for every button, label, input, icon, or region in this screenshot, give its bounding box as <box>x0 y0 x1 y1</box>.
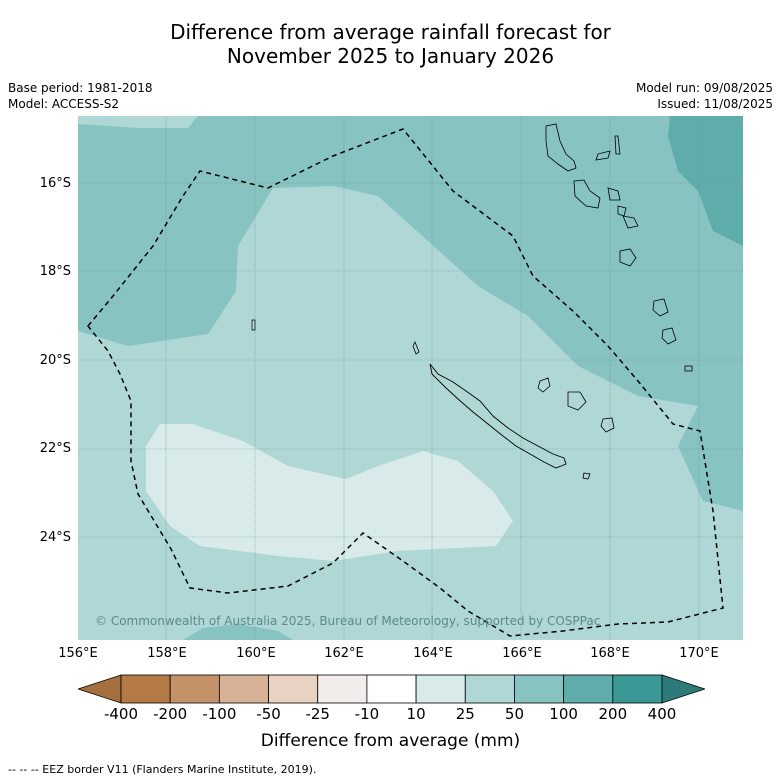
lon-label-158e: 158°E <box>147 646 187 661</box>
colorbar-tick-label: 50 <box>504 705 524 723</box>
colorbar-box <box>563 674 614 704</box>
lon-label-170e: 170°E <box>679 646 719 661</box>
colorbar-tick-label: 100 <box>549 705 578 723</box>
colorbar-box <box>366 674 417 704</box>
lon-label-156e: 156°E <box>58 646 98 661</box>
matthew-island <box>684 365 693 372</box>
colorbar-tick-label: -200 <box>153 705 188 723</box>
maewo-island <box>614 135 621 155</box>
colorbar-extend-high <box>661 674 707 704</box>
graticule <box>78 116 743 640</box>
model-run: Model run: 09/08/2025 <box>635 81 773 95</box>
lifou-island <box>567 391 587 411</box>
colorbar-box <box>317 674 368 704</box>
colorbar-box <box>612 674 663 704</box>
ambae-island <box>595 150 611 161</box>
colorbar-tick-label: 400 <box>647 705 677 723</box>
meta-left: Base period: 1981-2018 Model: ACCESS-S2 <box>8 80 153 112</box>
lon-label-166e: 166°E <box>502 646 542 661</box>
colorbar-tick-label: 200 <box>598 705 628 723</box>
colorbar-box <box>415 674 466 704</box>
contour-50-100 <box>78 116 743 511</box>
aneityum-island <box>661 327 677 345</box>
epi-island <box>607 187 621 201</box>
map-svg <box>78 116 743 640</box>
colorbar-box <box>514 674 565 704</box>
colorbar <box>76 674 707 708</box>
eez-border <box>87 128 724 637</box>
lat-label-22s: 22°S <box>39 441 71 456</box>
efate-island <box>622 215 639 229</box>
lon-label-164e: 164°E <box>413 646 453 661</box>
isle-of-pines <box>582 472 591 480</box>
copyright-text: © Commonwealth of Australia 2025, Bureau… <box>95 614 601 628</box>
contour-100-200 <box>668 116 743 246</box>
espiritu-santo-island <box>545 123 577 172</box>
colorbar-box <box>169 674 220 704</box>
eez-legend-note: -- -- -- EEZ border V11 (Flanders Marine… <box>8 763 317 776</box>
title-line-2: November 2025 to January 2026 <box>226 44 555 68</box>
lat-label-18s: 18°S <box>39 264 71 279</box>
title-line-1: Difference from average rainfall forecas… <box>170 20 611 44</box>
map-area <box>78 116 743 640</box>
tanna-island <box>652 298 669 317</box>
belep-islands <box>412 341 420 355</box>
contour-10-25 <box>146 424 513 561</box>
colorbar-tick-label: -10 <box>354 705 380 723</box>
colorbar-box <box>218 674 269 704</box>
colorbar-svg <box>76 674 707 704</box>
contour-25-50-nw <box>78 116 198 128</box>
colorbar-tick-label: -400 <box>103 705 139 723</box>
new-caledonia-island <box>429 363 567 469</box>
colorbar-tick-label: 25 <box>455 705 475 723</box>
erromango-island <box>619 248 637 267</box>
contour-50-100-south <box>183 624 293 640</box>
map-title: Difference from average rainfall forecas… <box>0 20 781 68</box>
malekula-island <box>573 179 601 209</box>
base-period: Base period: 1981-2018 <box>8 81 153 95</box>
chesterfield-reef <box>251 319 256 331</box>
issued-date: Issued: 11/08/2025 <box>657 97 773 111</box>
lat-label-20s: 20°S <box>39 353 71 368</box>
colorbar-tick-label: -100 <box>202 705 237 723</box>
lat-label-16s: 16°S <box>39 176 71 191</box>
model-name: Model: ACCESS-S2 <box>8 97 120 111</box>
lon-label-160e: 160°E <box>236 646 276 661</box>
ouvea-island <box>537 377 551 393</box>
colorbar-box <box>120 674 171 704</box>
colorbar-tick-label: -25 <box>305 705 330 723</box>
colorbar-box <box>268 674 319 704</box>
colorbar-tick-label: -50 <box>256 705 281 723</box>
colorbar-title: Difference from average (mm) <box>260 731 521 751</box>
lon-label-168e: 168°E <box>590 646 630 661</box>
colorbar-tick-label: 10 <box>406 705 426 723</box>
mare-island <box>600 417 615 433</box>
colorbar-extend-low <box>76 674 122 704</box>
lon-label-162e: 162°E <box>324 646 364 661</box>
lat-label-24s: 24°S <box>39 530 71 545</box>
colorbar-box <box>464 674 515 704</box>
meta-right: Model run: 09/08/2025 Issued: 11/08/2025 <box>636 80 773 112</box>
